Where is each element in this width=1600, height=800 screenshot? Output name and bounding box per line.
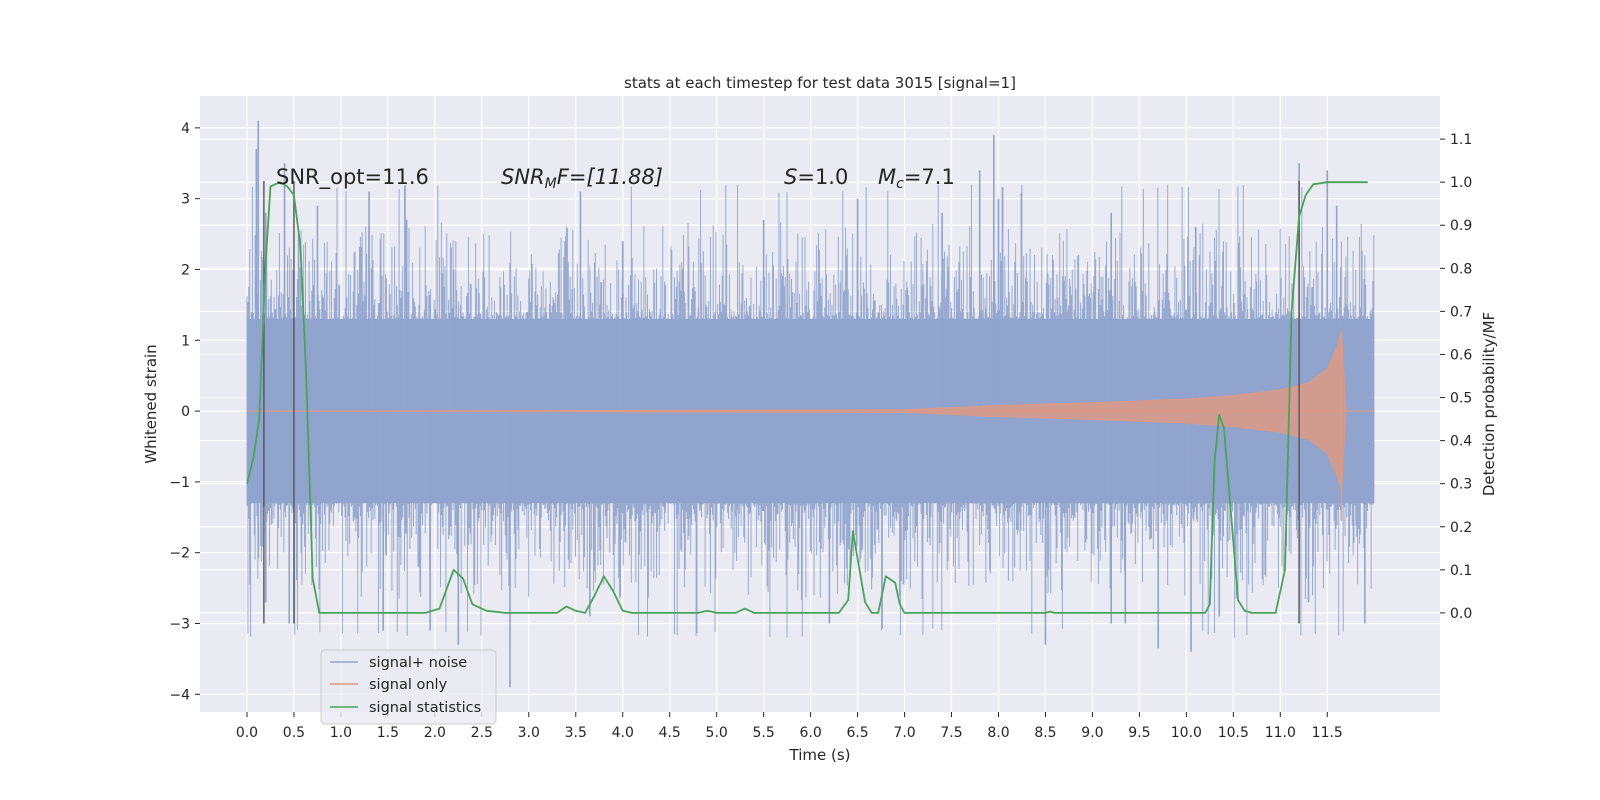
x-tick-label: 3.0 [518, 725, 540, 741]
annotation-snr-mf-rest: F=[11.88] [557, 165, 663, 189]
legend-label-signal-noise: signal+ noise [369, 655, 467, 671]
annotation-s: S=1.0 [784, 165, 848, 189]
legend-label-signal-statistics: signal statistics [369, 700, 481, 716]
marker-lines [263, 180, 1300, 624]
y2-axis-ticks: 1.1 1.0 0.9 0.8 0.7 0.6 0.5 0.4 0.3 0.2 0.1 0.0 [1440, 132, 1472, 622]
x-tick-label: 5.5 [753, 725, 775, 741]
y2-tick-label: 0.8 [1450, 261, 1472, 277]
x-tick-label: 1.5 [377, 725, 399, 741]
x-tick-label: 6.5 [846, 725, 868, 741]
y2-tick-label: 1.1 [1450, 132, 1472, 148]
y2-tick-label: 0.4 [1450, 434, 1472, 450]
x-tick-label: 7.5 [940, 725, 962, 741]
x-tick-label: 9.0 [1081, 725, 1103, 741]
y-tick-label: 3 [181, 192, 190, 208]
x-tick-label: 1.0 [330, 725, 352, 741]
y-axis-label: Whitened strain [142, 344, 160, 463]
statistics-line [246, 181, 1368, 614]
y-tick-label: −4 [169, 687, 190, 703]
annotation-mc-sub: c [896, 176, 904, 192]
x-tick-label: 11.5 [1312, 725, 1343, 741]
y-tick-label: −2 [169, 546, 190, 562]
y2-tick-label: 0.7 [1450, 304, 1472, 320]
y-tick-label: 0 [181, 404, 190, 420]
y-tick-label: 1 [181, 333, 190, 349]
annotation-s-rest: =1.0 [797, 165, 848, 189]
x-tick-label: 2.0 [424, 725, 446, 741]
annotation-snr-opt: SNR_opt=11.6 [276, 165, 429, 190]
chart-title: stats at each timestep for test data 301… [624, 74, 1016, 92]
annotation-mc: Mc=7.1 [878, 165, 955, 192]
series-signal-statistics [246, 181, 1368, 614]
y2-tick-label: 0.5 [1450, 391, 1472, 407]
x-tick-label: 10.0 [1171, 725, 1202, 741]
x-tick-label: 2.5 [471, 725, 493, 741]
y-tick-label: −1 [169, 475, 190, 491]
x-tick-label: 4.5 [659, 725, 681, 741]
x-tick-label: 11.0 [1265, 725, 1296, 741]
x-tick-label: 10.5 [1218, 725, 1249, 741]
y2-tick-label: 1.0 [1450, 175, 1472, 191]
annotation-s-var: S [784, 165, 797, 189]
y2-tick-label: 0.3 [1450, 477, 1472, 493]
annotation-mc-var: M [878, 165, 896, 189]
x-tick-label: 3.5 [565, 725, 587, 741]
x-axis-label: Time (s) [789, 746, 851, 764]
y2-tick-label: 0.2 [1450, 520, 1472, 536]
x-tick-label: 5.0 [706, 725, 728, 741]
y-tick-label: 4 [181, 121, 190, 137]
annotation-mc-rest: =7.1 [904, 165, 955, 189]
annotation-snr-mf-main: SNR [501, 165, 545, 189]
legend: signal+ noise signal only signal statist… [320, 649, 497, 725]
y2-axis-label: Detection probability/MF [1480, 312, 1498, 496]
annotation-snr-mf: SNRMF=[11.88] [501, 165, 663, 192]
y2-tick-label: 0.6 [1450, 347, 1472, 363]
y-tick-label: −3 [169, 616, 190, 632]
y2-tick-label: 0.9 [1450, 218, 1472, 234]
annotation-snr-mf-sub: M [545, 176, 557, 192]
x-tick-label: 9.5 [1128, 725, 1150, 741]
y2-tick-label: 0.0 [1450, 606, 1472, 622]
x-tick-label: 0.0 [236, 725, 258, 741]
x-tick-label: 6.0 [799, 725, 821, 741]
x-tick-label: 4.0 [612, 725, 634, 741]
legend-label-signal-only: signal only [369, 677, 448, 693]
legend-box [320, 649, 497, 725]
y-tick-label: 2 [181, 262, 190, 278]
x-tick-label: 0.5 [283, 725, 305, 741]
x-tick-label: 8.0 [987, 725, 1009, 741]
series-signal-only [246, 329, 1375, 521]
y2-tick-label: 0.1 [1450, 563, 1472, 579]
y-axis-ticks: 4 3 2 1 0 −1 −2 −3 −4 [169, 121, 200, 703]
x-tick-label: 8.5 [1034, 725, 1056, 741]
x-axis-ticks: 0.0 0.5 1.0 1.5 2.0 2.5 3.0 3.5 4.0 4.5 5.0 5.5 6.0 6… [236, 712, 1343, 741]
x-tick-label: 7.0 [893, 725, 915, 741]
